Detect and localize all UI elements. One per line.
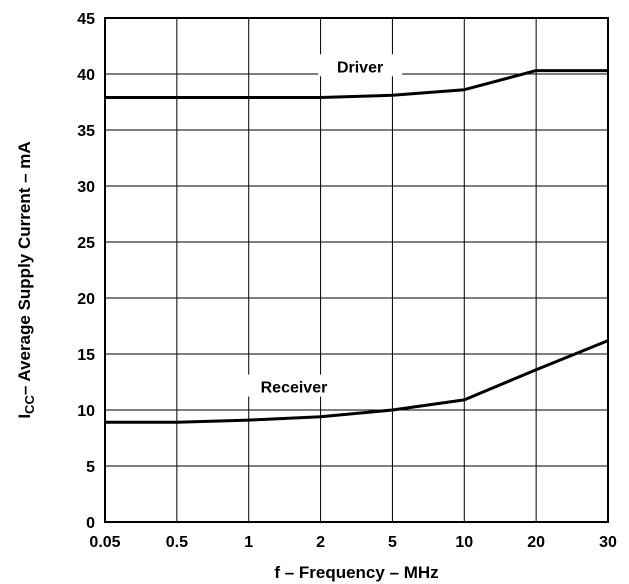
x-tick-label: 2 — [316, 534, 325, 551]
x-tick-label: 20 — [527, 534, 545, 551]
y-tick-labels: 0 5 10 15 20 25 30 35 40 45 — [77, 11, 95, 532]
x-tick-labels: 0.05 0.5 1 2 5 10 20 30 — [89, 534, 617, 551]
y-axis-label-sub: CC — [22, 395, 37, 414]
series-label-background — [318, 54, 403, 77]
series-lines — [105, 69, 609, 424]
x-tick-label: 10 — [455, 534, 473, 551]
y-axis-label-rest: – Average Supply Current – mA — [15, 141, 34, 395]
x-tick-label: 0.5 — [166, 534, 188, 551]
y-tick-label: 40 — [77, 67, 95, 84]
y-tick-label: 10 — [77, 403, 95, 420]
series-label-receiver: Receiver — [261, 380, 328, 397]
series-labels: Driver Receiver — [261, 59, 384, 396]
plot-frame — [104, 17, 609, 523]
y-tick-label: 0 — [86, 515, 95, 532]
y-axis-label-main: I — [15, 414, 34, 419]
y-tick-label: 25 — [77, 235, 95, 252]
x-tick-label: 0.05 — [89, 534, 120, 551]
x-tick-label: 5 — [388, 534, 397, 551]
series-label-driver: Driver — [337, 59, 383, 76]
x-tick-label: 1 — [244, 534, 253, 551]
x-axis-label: f – Frequency – MHz — [274, 563, 438, 582]
y-tick-label: 15 — [77, 347, 95, 364]
series-line-driver — [105, 69, 608, 99]
y-axis-label: ICC– Average Supply Current – mA — [15, 141, 37, 418]
y-tick-label: 20 — [77, 291, 95, 308]
label-backgrounds — [240, 54, 403, 397]
y-tick-label: 30 — [77, 179, 95, 196]
series-label-background — [240, 374, 347, 397]
grid-layer — [105, 18, 608, 522]
y-tick-label: 45 — [77, 11, 95, 28]
x-tick-label: 30 — [599, 534, 617, 551]
series-line-receiver — [105, 339, 609, 424]
y-tick-label: 5 — [86, 459, 95, 476]
y-tick-label: 35 — [77, 123, 95, 140]
